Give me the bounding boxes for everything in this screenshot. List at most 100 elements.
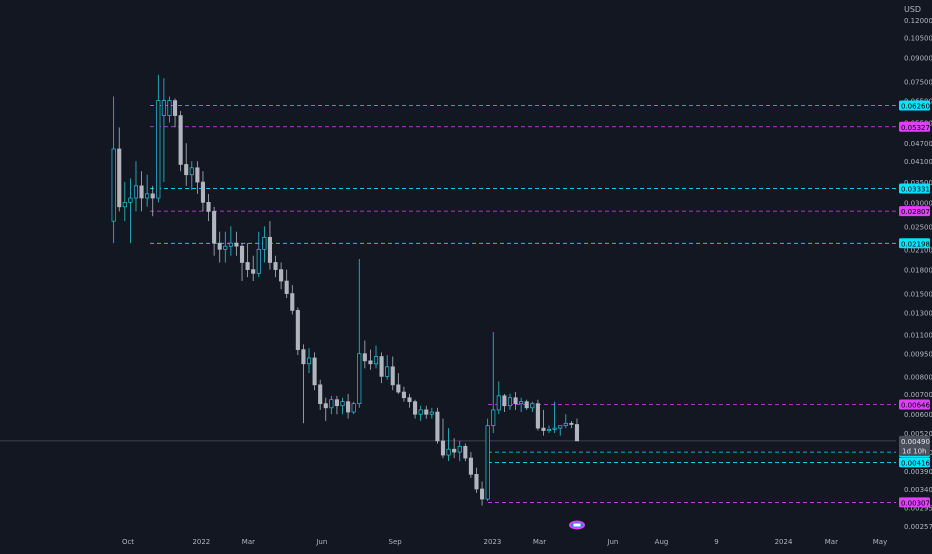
candle[interactable] [122,182,127,222]
candle[interactable] [150,185,155,217]
candle[interactable] [435,407,440,444]
candle[interactable] [273,255,278,278]
price-tick-label: 0.00257 [904,523,932,531]
candle[interactable] [312,352,317,391]
candle[interactable] [251,255,256,282]
candle[interactable] [228,226,233,256]
candle[interactable] [212,206,217,256]
candle[interactable] [429,407,434,419]
candle[interactable] [569,420,574,429]
candle[interactable] [452,438,457,459]
candle[interactable] [284,269,289,299]
candle[interactable] [262,226,267,263]
bull-candle-body [256,248,261,274]
candle[interactable] [530,401,535,413]
candle[interactable] [368,349,373,370]
candle[interactable] [401,386,406,402]
candle[interactable] [424,405,429,419]
candle[interactable] [513,392,518,410]
candle[interactable] [502,393,507,413]
bear-candle-body [390,366,395,386]
candle[interactable] [418,405,423,421]
candle[interactable] [340,397,345,415]
candle[interactable] [373,345,379,369]
candle[interactable] [547,425,552,434]
candle[interactable] [440,418,446,459]
candle[interactable] [507,393,513,410]
candle[interactable] [457,440,462,462]
candle[interactable] [480,481,485,506]
price-tick-label: 0.00520 [904,430,932,438]
candle[interactable] [189,161,194,190]
candle[interactable] [223,231,228,263]
candle[interactable] [396,373,401,394]
candle[interactable] [167,96,172,123]
candle[interactable] [574,418,580,442]
candle[interactable] [334,395,339,415]
candle[interactable] [172,98,178,128]
candle[interactable] [407,393,412,408]
candle[interactable] [541,409,546,436]
candle[interactable] [346,393,351,419]
candle[interactable] [239,243,245,282]
candle[interactable] [206,193,211,222]
bull-candle-body [519,401,524,405]
candle[interactable] [485,418,490,502]
candle[interactable] [301,344,306,424]
candle[interactable] [329,395,334,415]
candle[interactable] [362,340,367,369]
candle[interactable] [491,332,496,434]
time-axis[interactable]: Oct 2022 Mar Jun Sep 2023 Mar Jun Aug 9 2024 Mar May [122,538,887,546]
candle[interactable] [279,262,284,290]
candle[interactable] [446,428,451,462]
candle[interactable] [133,161,139,212]
candle[interactable] [178,111,183,172]
candle[interactable] [323,397,328,421]
candle[interactable] [256,231,261,278]
level-tag-background [899,399,930,410]
candle[interactable] [267,221,272,270]
time-tick-label: Aug [655,538,669,546]
candle[interactable] [563,414,568,429]
candle[interactable] [357,259,362,408]
candle[interactable] [139,171,144,212]
candle[interactable] [145,174,150,207]
candle[interactable] [161,78,166,183]
candle[interactable] [290,285,295,315]
candle[interactable] [184,143,189,186]
candle[interactable] [385,355,390,380]
candle[interactable] [463,443,468,462]
candle[interactable] [519,397,524,413]
bear-candle-body [139,185,144,199]
candle[interactable] [524,399,529,410]
candle[interactable] [379,352,384,384]
candle[interactable] [496,381,501,415]
candle[interactable] [234,231,239,256]
event-flag-icon[interactable] [569,520,585,530]
candle[interactable] [306,348,312,374]
bull-candle-body [145,193,150,199]
candle[interactable] [217,231,222,263]
candle[interactable] [552,401,557,434]
candle[interactable] [111,96,116,244]
candle[interactable] [117,127,122,212]
candle[interactable] [535,399,540,431]
candle[interactable] [390,356,395,391]
bull-candle-body [133,185,139,199]
candle[interactable] [351,401,356,415]
candle[interactable] [195,161,200,194]
candle[interactable] [295,307,300,356]
candle[interactable] [156,74,161,203]
candle[interactable] [413,399,418,419]
price-tick-label: 0.00700 [904,391,932,399]
candle[interactable] [474,467,479,493]
candle[interactable] [128,178,133,244]
bull-candle-body [563,422,568,427]
candle[interactable] [468,452,473,478]
candle[interactable] [558,425,563,436]
candle[interactable] [318,379,323,410]
candle[interactable] [200,171,206,212]
candle[interactable] [245,243,250,278]
